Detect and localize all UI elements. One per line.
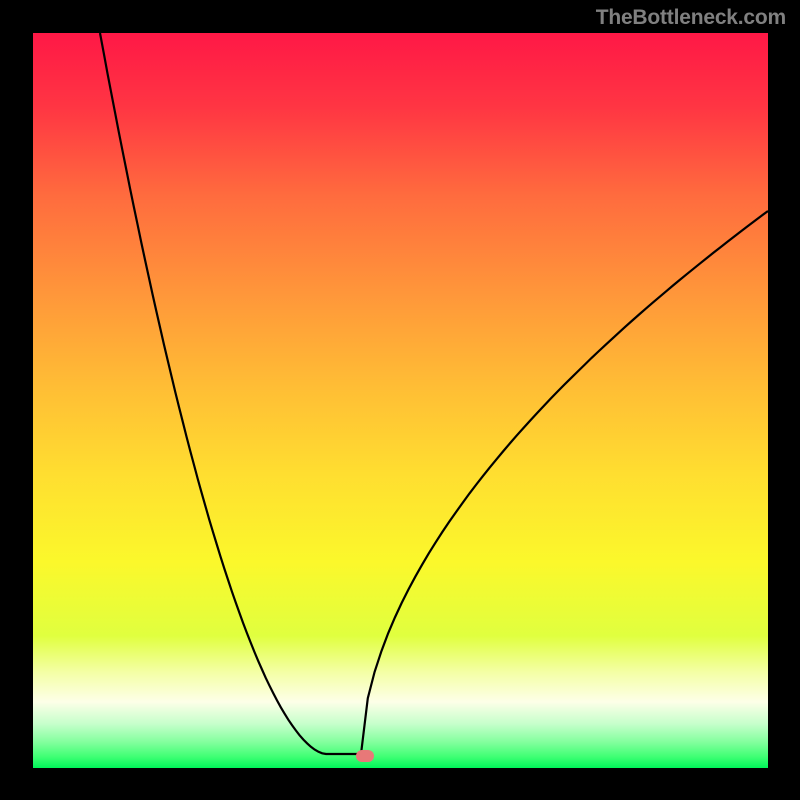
chart-minimum-marker	[356, 750, 374, 762]
chart-curve	[33, 33, 768, 768]
watermark-text: TheBottleneck.com	[596, 6, 786, 30]
chart-plot-area	[33, 33, 768, 768]
